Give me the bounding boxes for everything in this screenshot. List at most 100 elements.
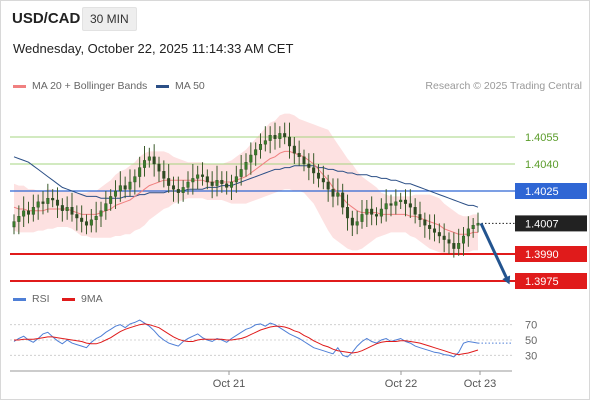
level-label-1.3990: 1.3990 — [525, 249, 559, 261]
candle-body — [220, 179, 224, 184]
candle-body — [118, 185, 122, 192]
projection-arrow — [479, 222, 509, 280]
candle-body — [312, 167, 316, 174]
candle-body — [370, 208, 374, 215]
candle-body — [239, 169, 243, 177]
candle-body — [152, 156, 156, 165]
candle-body — [413, 206, 417, 215]
candle-body — [176, 188, 180, 193]
candle-body — [302, 156, 306, 165]
legend-ma50-label: MA 50 — [175, 80, 205, 92]
candle-body — [147, 156, 151, 161]
level-label-1.4007: 1.4007 — [525, 218, 559, 230]
candle-body — [55, 199, 60, 206]
candle-body — [336, 192, 340, 197]
candle-body — [365, 208, 369, 215]
level-label-1.4025: 1.4025 — [525, 186, 559, 198]
ma20-swatch — [13, 84, 26, 88]
candle-body — [12, 221, 16, 228]
candle-body — [326, 181, 330, 190]
candle-body — [297, 152, 301, 157]
candle-body — [200, 174, 205, 177]
candle-body — [273, 134, 277, 139]
candle-body — [432, 228, 437, 233]
candle-body — [36, 201, 40, 208]
level-label-1.4055: 1.4055 — [525, 132, 559, 144]
candle-body — [99, 210, 103, 217]
candle-body — [331, 188, 335, 197]
candle-body — [133, 176, 137, 183]
candle-body — [138, 167, 142, 177]
rsi-tick-50: 50 — [525, 335, 537, 347]
level-tag-1.3990 — [515, 246, 587, 262]
level-tag-1.4007 — [515, 215, 587, 232]
candle-body — [94, 215, 98, 220]
candle-body — [65, 206, 69, 211]
candle-body — [307, 163, 311, 168]
candle-body — [423, 219, 427, 226]
rsi-series-9MA — [14, 323, 479, 356]
candle-body — [31, 206, 35, 215]
candle-body — [263, 140, 267, 145]
candle-body — [355, 221, 359, 226]
legend-rsi-label: RSI — [32, 293, 50, 305]
candle-body — [225, 183, 229, 188]
rsi-tick-70: 70 — [525, 320, 537, 332]
candle-body — [22, 210, 26, 217]
candle-body — [84, 221, 89, 226]
candle-body — [26, 210, 31, 215]
candle-body — [345, 206, 350, 219]
candle-body — [442, 235, 446, 240]
x-tick-label: Oct 21 — [213, 378, 245, 390]
candle-body — [316, 172, 321, 179]
candle-body — [283, 133, 287, 138]
rsi-swatch — [13, 297, 26, 301]
candle-body — [109, 196, 113, 204]
candle-body — [191, 178, 195, 183]
candle-body — [384, 203, 388, 210]
candle-body — [80, 217, 84, 222]
candle-body — [171, 185, 176, 190]
symbol-title: USD/CAD — [12, 10, 81, 27]
candle-body — [350, 217, 354, 226]
ma50-swatch — [156, 84, 169, 88]
candle-body — [229, 181, 234, 188]
legend-9ma: 9MA — [62, 293, 103, 305]
candle-body — [258, 143, 263, 150]
candle-body — [196, 174, 200, 179]
candle-body — [89, 219, 93, 226]
candle-body — [142, 160, 147, 168]
candle-body — [394, 201, 398, 206]
candle-body — [215, 179, 219, 186]
candle-body — [75, 214, 79, 219]
candle-body — [379, 208, 383, 217]
projection-arrowhead — [502, 275, 511, 285]
candle-body — [244, 161, 248, 170]
candle-body — [234, 176, 238, 183]
candle-body — [341, 192, 345, 208]
candle-body — [104, 203, 108, 212]
candle-body — [60, 205, 64, 211]
candle-body — [408, 203, 412, 208]
candle-body — [418, 214, 422, 220]
candle-body — [249, 154, 253, 163]
candle-body — [123, 185, 127, 190]
candle-body — [268, 134, 272, 141]
candle-body — [461, 235, 466, 244]
candle-body — [471, 224, 475, 229]
candle-body — [186, 181, 190, 188]
timeframe-badge[interactable]: 30 MIN — [82, 7, 137, 31]
candle-body — [428, 224, 432, 229]
candle-body — [437, 232, 441, 237]
legend-ma50: MA 50 — [156, 80, 205, 92]
candle-body — [70, 206, 74, 215]
candle-body — [389, 203, 393, 206]
candle-body — [157, 163, 161, 172]
research-credit: Research © 2025 Trading Central — [425, 80, 582, 92]
candle-body — [447, 239, 451, 244]
x-tick-label: Oct 23 — [464, 378, 496, 390]
level-label-1.4040: 1.4040 — [525, 159, 559, 171]
legend-9ma-label: 9MA — [81, 293, 103, 305]
candle-body — [278, 133, 282, 139]
